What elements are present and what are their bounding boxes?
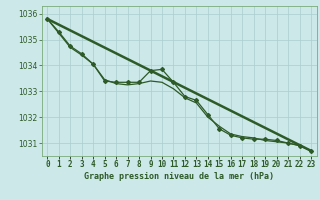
X-axis label: Graphe pression niveau de la mer (hPa): Graphe pression niveau de la mer (hPa) bbox=[84, 172, 274, 181]
